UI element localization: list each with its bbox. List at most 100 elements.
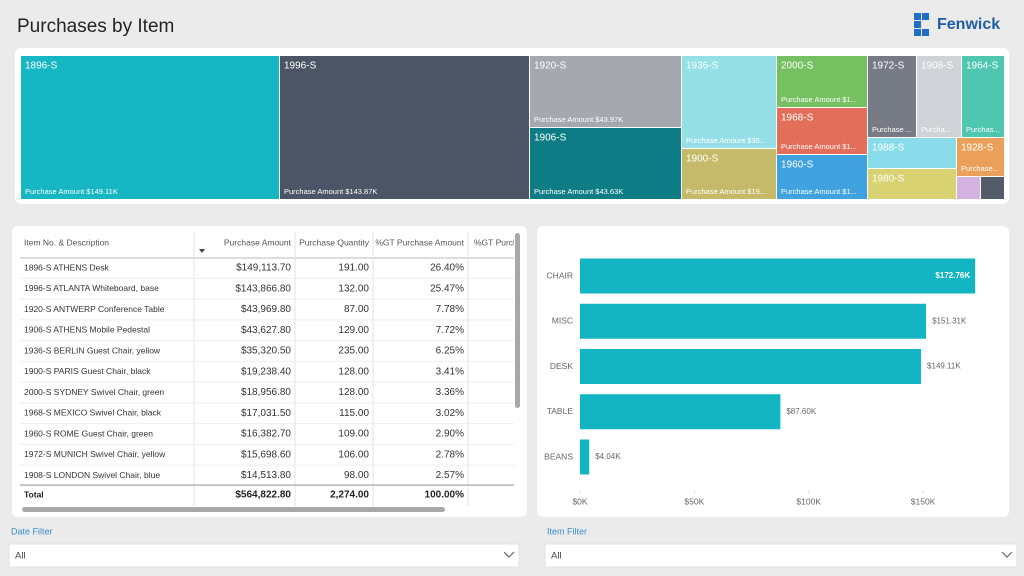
column-header[interactable]: Purchase Quantity — [299, 237, 370, 247]
treemap-tile[interactable] — [682, 56, 776, 148]
category-label: MISC — [552, 316, 573, 326]
cell-description: 1900-S PARIS Guest Chair, black — [24, 366, 151, 376]
cell-value: $19,238.40 — [241, 366, 291, 377]
bar-chart: $0K $50K $100K $150K CHAIR $172.76K MISC $151.3… — [544, 258, 976, 506]
treemap-tile[interactable] — [530, 128, 681, 199]
value-label: $172.76K — [935, 271, 970, 280]
cell-value: 235.00 — [338, 346, 369, 357]
tile-label: 2000-S — [781, 61, 814, 72]
value-label: $87.60K — [786, 407, 816, 416]
cell-description: 1906-S ATHENS Mobile Pedestal — [24, 325, 150, 335]
treemap-tile[interactable] — [280, 56, 529, 199]
tile-label: 1964-S — [966, 61, 999, 72]
treemap-tile[interactable] — [962, 56, 1004, 137]
treemap-tile[interactable] — [981, 177, 1004, 199]
cell-description: 1996-S ATLANTA Whiteboard, base — [24, 283, 159, 293]
cell-value: 132.00 — [338, 283, 369, 294]
cell-value: $17,031.50 — [241, 408, 291, 419]
horizontal-scrollbar[interactable] — [22, 507, 445, 512]
tile-label: 1928-S — [961, 143, 994, 154]
treemap-tile[interactable] — [917, 56, 961, 137]
cell-value: 115.00 — [339, 408, 369, 419]
cell-description: 1968-S MEXICO Swivel Chair, black — [24, 408, 162, 418]
cell-value: 6.25% — [436, 346, 464, 357]
treemap-tile[interactable] — [868, 56, 916, 137]
treemap-tile[interactable] — [530, 56, 681, 127]
cell-value: 98.00 — [344, 470, 369, 481]
tile-value-label: Purchase Amount $1... — [781, 142, 857, 151]
cell-value: 3.02% — [436, 408, 464, 419]
treemap-tile[interactable] — [777, 56, 867, 107]
dropdown-chevron — [503, 551, 515, 558]
cell-value: $43,627.80 — [241, 325, 291, 336]
treemap-tile[interactable] — [682, 149, 776, 199]
tile-value-label: Purcha... — [921, 125, 951, 134]
tile-label: 1896-S — [25, 61, 58, 72]
cell-value: $43,969.80 — [241, 304, 291, 315]
table-body: Item No. & Description Purchase Amount Pur… — [20, 232, 518, 506]
column-header[interactable]: Purchase Amount — [224, 237, 292, 247]
vertical-scrollbar[interactable] — [515, 233, 520, 408]
tile-value-label: Purchase Amount $43.63K — [534, 187, 623, 196]
category-label: BEANS — [544, 451, 573, 461]
value-label: $151.31K — [932, 316, 967, 325]
dropdown-chevron — [1001, 551, 1013, 558]
cell-value: 7.72% — [436, 325, 464, 336]
bar[interactable] — [580, 394, 781, 430]
cell-value: 128.00 — [338, 387, 369, 398]
cell-description: 1972-S MUNICH Swivel Chair, yellow — [24, 449, 166, 459]
total-cell: Total — [24, 489, 44, 499]
logo-icon — [914, 13, 921, 20]
cell-value: 129.00 — [338, 325, 369, 336]
tile-label: 1960-S — [781, 160, 814, 171]
bar[interactable] — [580, 258, 976, 294]
logo: Fenwick — [914, 13, 1000, 36]
cell-value: 2.90% — [436, 429, 464, 440]
page-title: Purchases by Item — [17, 16, 174, 37]
treemap-tile[interactable] — [777, 155, 867, 199]
filter-value: All — [15, 551, 26, 562]
cell-value: $14,513.80 — [241, 470, 291, 481]
bar[interactable] — [580, 439, 590, 475]
cell-value: 3.41% — [436, 366, 464, 377]
category-label: TABLE — [547, 406, 574, 416]
total-cell: 100.00% — [425, 490, 465, 501]
cell-value: 3.36% — [436, 387, 464, 398]
category-label: CHAIR — [547, 270, 573, 280]
filter-label: Item Filter — [547, 526, 587, 536]
tile-label: 1920-S — [534, 61, 567, 72]
x-tick-label: $100K — [796, 496, 821, 506]
cell-value: 191.00 — [338, 263, 369, 274]
tile-value-label: Purchase Amount $143.87K — [284, 187, 377, 196]
column-header[interactable]: %GT Purch — [474, 237, 518, 247]
tile-value-label: Purchas... — [966, 125, 1000, 134]
cell-value: 2.57% — [436, 470, 464, 481]
cell-description: 1920-S ANTWERP Conference Table — [24, 304, 165, 314]
cell-description: 1936-S BERLIN Guest Chair, yellow — [24, 345, 161, 355]
filter-dropdown[interactable] — [544, 543, 1018, 568]
x-tick-label: $50K — [684, 496, 704, 506]
treemap-tile[interactable] — [957, 138, 1004, 176]
cell-value: $18,956.80 — [241, 387, 291, 398]
treemap-tile[interactable] — [957, 177, 980, 199]
treemap-tile[interactable] — [21, 56, 279, 199]
treemap-tile[interactable] — [868, 138, 956, 168]
treemap-tile[interactable] — [777, 108, 867, 154]
tile-label: 1988-S — [872, 143, 905, 154]
tile-label: 1972-S — [872, 61, 905, 72]
column-header[interactable]: Item No. & Description — [24, 237, 109, 247]
cell-value: $16,382.70 — [241, 429, 291, 440]
treemap-tile[interactable] — [868, 169, 956, 199]
filter-dropdown[interactable] — [8, 543, 520, 568]
tile-value-label: Purchase Amount $1... — [781, 187, 857, 196]
column-header[interactable]: %GT Purchase Amount — [375, 237, 464, 247]
bar[interactable] — [580, 303, 927, 339]
tile-value-label: Purchase Amount $43.97K — [534, 115, 623, 124]
tile-value-label: Purchase Amount $149.11K — [25, 187, 118, 196]
tile-label: 1980-S — [872, 174, 905, 185]
bar[interactable] — [580, 349, 922, 384]
value-label: $4.04K — [595, 452, 621, 461]
cell-value: 128.00 — [338, 366, 369, 377]
